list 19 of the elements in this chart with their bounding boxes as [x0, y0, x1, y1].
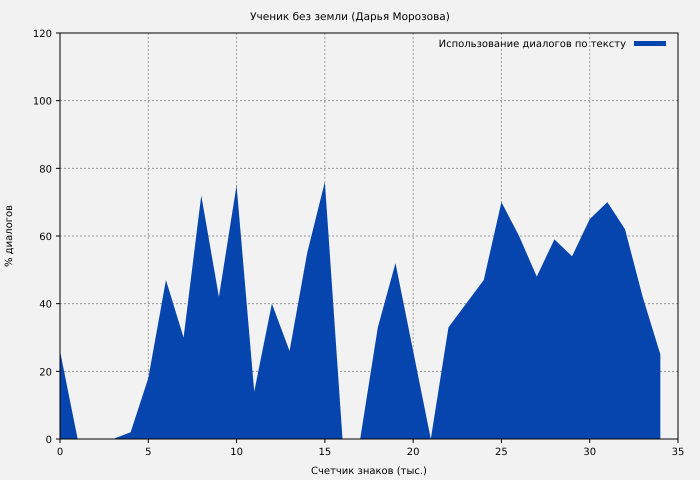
- x-tick-label: 30: [583, 447, 596, 458]
- x-tick-label: 0: [56, 447, 64, 458]
- y-tick-label: 80: [39, 164, 52, 176]
- x-tick-label: 5: [145, 447, 152, 458]
- chart-title: Ученик без земли (Дарья Морозова): [250, 11, 450, 23]
- legend-label: Использование диалогов по тексту: [438, 39, 626, 50]
- y-tick-label: 20: [39, 367, 52, 378]
- y-tick-label: 120: [32, 29, 52, 40]
- y-tick-label: 100: [32, 96, 52, 108]
- x-tick-label: 35: [672, 447, 684, 458]
- x-tick-label: 25: [495, 447, 508, 458]
- x-tick-label: 20: [406, 447, 420, 458]
- x-tick-label: 15: [318, 447, 332, 458]
- y-tick-label: 40: [39, 300, 52, 311]
- x-tick-label: 10: [230, 447, 243, 458]
- x-axis-title: Счетчик знаков (тыс.): [311, 466, 428, 477]
- y-tick-label: 0: [46, 435, 52, 446]
- y-tick-label: 60: [39, 232, 52, 243]
- y-axis-title: % диалогов: [4, 204, 15, 267]
